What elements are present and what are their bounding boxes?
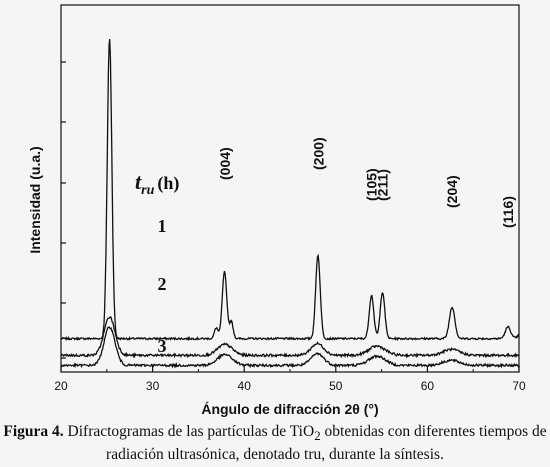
- series-labels: 1 2 3: [158, 216, 167, 356]
- caption-text-2: obtenidas con diferentes tiempos de radi…: [106, 423, 547, 464]
- figure-caption: Figura 4. Difractogramas de las partícul…: [0, 422, 550, 464]
- caption-text-1: Difractogramas de las partículas de TiO: [63, 423, 315, 440]
- peak-labels: (004) (200) (105)(211) (204) (116): [217, 137, 516, 228]
- legend-title: tru (h): [135, 169, 179, 198]
- x-axis-ticks: 20 30 40 50 60 70: [54, 366, 526, 393]
- svg-text:tru(h): tru (h): [135, 169, 179, 198]
- x-tick-label: 60: [421, 379, 435, 393]
- caption-subscript: 2: [314, 428, 321, 444]
- peak-label: (204): [444, 175, 460, 208]
- x-tick-label: 30: [146, 379, 160, 393]
- y-axis-ticks: [61, 61, 66, 359]
- diffraction-traces: [60, 39, 520, 369]
- peak-label: (211): [375, 169, 391, 201]
- trace-3: [60, 326, 520, 369]
- peak-label: (116): [500, 196, 516, 228]
- series-label: 2: [158, 274, 167, 294]
- x-tick-label: 20: [54, 379, 68, 393]
- x-tick-label: 70: [512, 379, 526, 393]
- x-axis-title: Ángulo de difracción 2θ (°): [201, 401, 378, 417]
- peak-label: (200): [310, 137, 326, 170]
- series-label: 1: [158, 216, 167, 236]
- caption-label: Figura 4.: [3, 423, 64, 440]
- series-label: 3: [158, 336, 167, 356]
- legend-subscript: ru: [141, 183, 154, 198]
- trace-2: [60, 316, 519, 359]
- x-tick-label: 40: [238, 379, 252, 393]
- xrd-chart: 20 30 40 50 60 70 Intensidad (u.a.) Ángulo de…: [27, 4, 526, 417]
- peak-label: (105): [364, 168, 380, 201]
- trace-1: [60, 39, 520, 342]
- y-axis-title: Intensidad (u.a.): [27, 146, 43, 253]
- legend-unit: (h): [157, 173, 179, 194]
- x-tick-label: 50: [329, 379, 343, 393]
- legend-symbol: t: [135, 169, 142, 194]
- peak-label: (004): [217, 147, 233, 180]
